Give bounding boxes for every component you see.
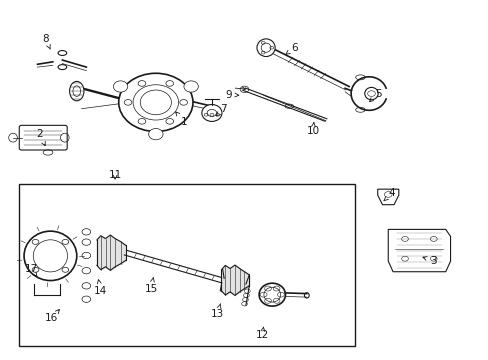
Text: 14: 14 <box>94 280 107 296</box>
Ellipse shape <box>69 81 84 101</box>
Ellipse shape <box>256 39 275 57</box>
Text: 10: 10 <box>306 122 319 136</box>
Text: 9: 9 <box>225 90 238 100</box>
Text: 3: 3 <box>422 256 436 266</box>
Text: 16: 16 <box>45 310 59 323</box>
Circle shape <box>138 118 145 124</box>
Ellipse shape <box>113 81 127 92</box>
Ellipse shape <box>119 73 193 131</box>
Text: 6: 6 <box>285 43 298 54</box>
Text: 11: 11 <box>108 170 122 180</box>
Ellipse shape <box>183 81 198 92</box>
Circle shape <box>124 100 132 105</box>
Text: 2: 2 <box>36 129 45 146</box>
Ellipse shape <box>202 104 222 121</box>
Circle shape <box>165 81 173 86</box>
Text: 7: 7 <box>216 104 226 116</box>
Text: 17: 17 <box>24 264 38 277</box>
Ellipse shape <box>364 87 377 100</box>
Text: 13: 13 <box>210 303 224 319</box>
Ellipse shape <box>148 129 163 140</box>
Polygon shape <box>387 229 449 272</box>
Bar <box>19 184 354 346</box>
Text: 15: 15 <box>144 278 157 294</box>
Circle shape <box>138 81 145 86</box>
Text: 5: 5 <box>369 89 381 102</box>
Text: 4: 4 <box>383 188 395 201</box>
Polygon shape <box>377 189 398 205</box>
Text: 1: 1 <box>175 112 187 127</box>
Text: 8: 8 <box>42 34 50 49</box>
Text: 12: 12 <box>255 327 268 340</box>
Circle shape <box>180 100 187 105</box>
Circle shape <box>165 118 173 124</box>
